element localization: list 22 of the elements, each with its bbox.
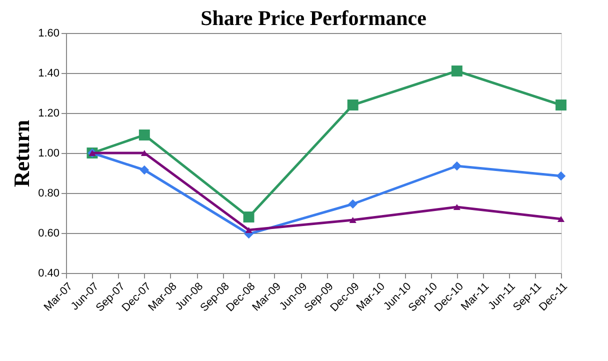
y-tick-label: 1.00: [38, 148, 60, 160]
chart-title: Share Price Performance: [200, 6, 426, 30]
y-axis-title: Return: [9, 120, 34, 188]
point: [140, 165, 150, 175]
point: [245, 226, 252, 234]
point: [556, 171, 566, 181]
y-tick-label: 0.60: [38, 228, 60, 240]
point: [557, 216, 565, 222]
point: [138, 130, 150, 140]
y-tick-label: 0.80: [38, 188, 60, 200]
y-tick-label: 1.20: [38, 108, 60, 120]
y-tick-label: 1.60: [38, 28, 60, 40]
point: [452, 161, 462, 171]
point: [453, 204, 460, 210]
point: [348, 199, 358, 209]
point: [349, 216, 356, 224]
point: [556, 100, 566, 110]
y-tick-label: 1.40: [38, 68, 60, 80]
y-tick-label: 0.40: [38, 268, 60, 280]
point: [347, 100, 358, 110]
point: [451, 66, 462, 76]
point: [243, 212, 254, 222]
